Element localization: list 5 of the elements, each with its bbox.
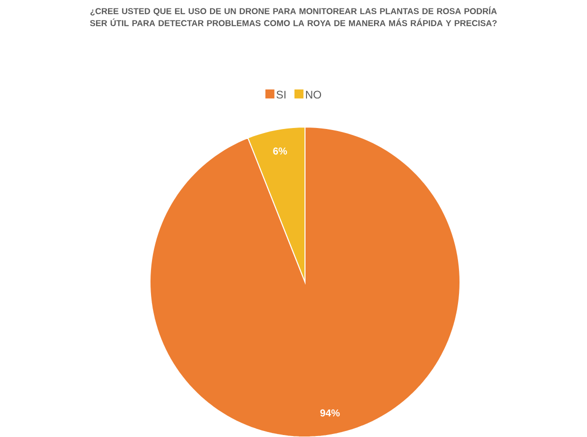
data-label: 6% [273, 148, 287, 155]
legend-label: SI [276, 90, 286, 99]
chart-title: ¿CREE USTED QUE EL USO DE UN DRONE PARA MONITOREAR LAS PLANTAS DE ROSA PODRÍA SER ÚTIL PARA DETECTAR PROBLEMAS COMO LA ROYA DE MANERA MÁS RÁPIDA Y PRECISA? [90, 6, 497, 26]
legend-label: NO [306, 90, 322, 99]
data-label: 94% [320, 409, 340, 416]
